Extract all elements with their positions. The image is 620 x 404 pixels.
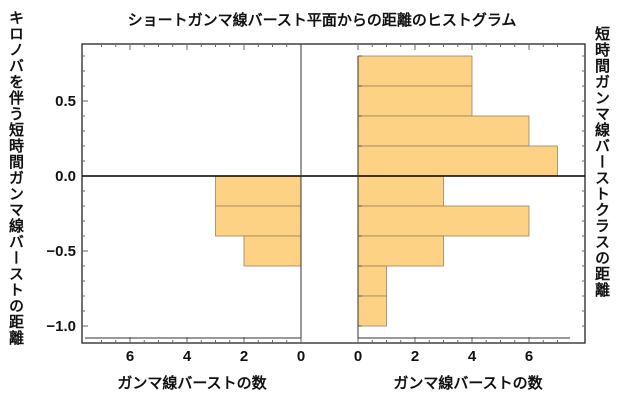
x-axis-label: ガンマ線バーストの数 xyxy=(393,374,543,392)
chart-title: ショートガンマ線バースト平面からの距離のヒストグラム xyxy=(128,11,517,29)
x-tick-label: 0 xyxy=(297,348,305,365)
histogram-bar xyxy=(357,115,530,147)
histogram-bar xyxy=(357,205,530,237)
right-y-axis-label: 短時間ガンマ線バーストクラスの距離 xyxy=(593,26,611,298)
histogram-bar xyxy=(357,85,473,117)
y-tick-label: −0.5 xyxy=(46,243,76,260)
plot-frame xyxy=(81,43,586,344)
x-tick-label: 4 xyxy=(183,348,192,365)
histogram-bar xyxy=(215,175,302,207)
y-tick-label: −1.0 xyxy=(46,318,76,335)
histogram-bar xyxy=(243,235,302,267)
x-tick-label: 2 xyxy=(411,348,419,365)
histogram-bar xyxy=(357,55,473,87)
left-y-axis-label: キロノバを伴う短時間ガンマ線バーストの距離 xyxy=(7,10,25,346)
histogram-bar xyxy=(357,265,387,297)
x-tick-label: 2 xyxy=(240,348,248,365)
x-tick-label: 6 xyxy=(525,348,533,365)
x-tick-label: 4 xyxy=(468,348,477,365)
histogram-bar xyxy=(357,145,558,177)
y-tick-label: 0.5 xyxy=(55,93,76,110)
x-tick-label: 0 xyxy=(354,348,362,365)
histogram-bar xyxy=(357,295,387,327)
histogram-bar xyxy=(215,205,302,237)
y-tick-label: 0.0 xyxy=(55,168,76,185)
histogram-bar xyxy=(357,235,444,267)
x-tick-label: 6 xyxy=(126,348,134,365)
histogram-bar xyxy=(357,175,444,207)
x-axis-label: ガンマ線バーストの数 xyxy=(117,374,267,392)
